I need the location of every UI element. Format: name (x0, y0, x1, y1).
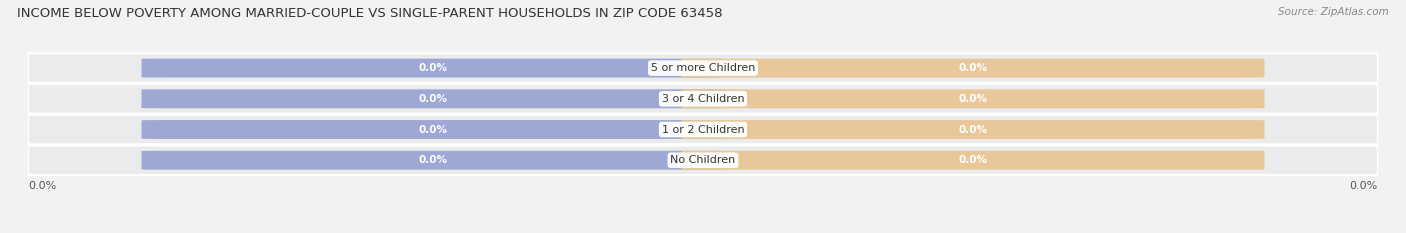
Text: Source: ZipAtlas.com: Source: ZipAtlas.com (1278, 7, 1389, 17)
FancyBboxPatch shape (142, 89, 724, 108)
FancyBboxPatch shape (28, 84, 1378, 113)
Text: 0.0%: 0.0% (28, 181, 56, 191)
Text: 0.0%: 0.0% (959, 63, 987, 73)
FancyBboxPatch shape (142, 120, 724, 139)
Text: 0.0%: 0.0% (959, 124, 987, 134)
Text: 0.0%: 0.0% (1350, 181, 1378, 191)
Text: 3 or 4 Children: 3 or 4 Children (662, 94, 744, 104)
Text: 0.0%: 0.0% (419, 155, 447, 165)
Text: 0.0%: 0.0% (959, 94, 987, 104)
Text: 5 or more Children: 5 or more Children (651, 63, 755, 73)
Text: 0.0%: 0.0% (419, 124, 447, 134)
FancyBboxPatch shape (28, 115, 1378, 144)
FancyBboxPatch shape (682, 120, 1264, 139)
FancyBboxPatch shape (682, 89, 1264, 108)
Text: 0.0%: 0.0% (419, 94, 447, 104)
FancyBboxPatch shape (142, 59, 724, 78)
FancyBboxPatch shape (28, 53, 1378, 83)
FancyBboxPatch shape (682, 151, 1264, 170)
Text: 0.0%: 0.0% (419, 63, 447, 73)
Text: 0.0%: 0.0% (959, 155, 987, 165)
Text: No Children: No Children (671, 155, 735, 165)
Text: INCOME BELOW POVERTY AMONG MARRIED-COUPLE VS SINGLE-PARENT HOUSEHOLDS IN ZIP COD: INCOME BELOW POVERTY AMONG MARRIED-COUPL… (17, 7, 723, 20)
FancyBboxPatch shape (682, 59, 1264, 78)
FancyBboxPatch shape (28, 145, 1378, 175)
Text: 1 or 2 Children: 1 or 2 Children (662, 124, 744, 134)
FancyBboxPatch shape (142, 151, 724, 170)
